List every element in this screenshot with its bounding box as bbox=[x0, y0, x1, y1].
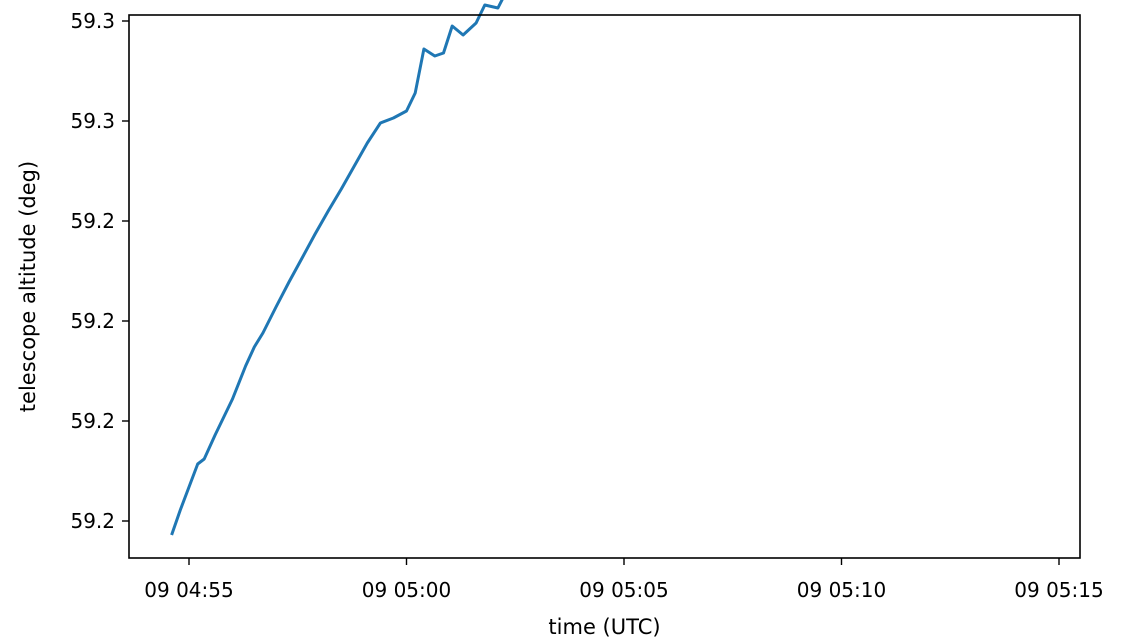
y-tick-label: 59.3 bbox=[70, 9, 115, 33]
x-axis-label: time (UTC) bbox=[548, 615, 660, 639]
y-tick-label: 59.3 bbox=[70, 109, 115, 133]
x-tick-label: 09 05:05 bbox=[579, 578, 668, 602]
y-tick-label: 59.2 bbox=[70, 309, 115, 333]
plot-layer bbox=[170, 0, 504, 536]
series-line bbox=[170, 0, 504, 536]
y-tick-label: 59.2 bbox=[70, 409, 115, 433]
x-tick-label: 09 05:15 bbox=[1014, 578, 1103, 602]
y-tick-label: 59.2 bbox=[70, 209, 115, 233]
x-tick-label: 09 04:55 bbox=[144, 578, 233, 602]
x-tick-label: 09 05:10 bbox=[797, 578, 886, 602]
plot-frame bbox=[128, 14, 1081, 559]
ticks-layer: 09 04:55 09 05:00 09 05:05 09 05:10 09 05:15… bbox=[70, 9, 1103, 602]
x-tick-label: 09 05:00 bbox=[362, 578, 451, 602]
y-tick-label: 59.2 bbox=[70, 509, 115, 533]
y-axis-label: telescope altitude (deg) bbox=[16, 161, 40, 412]
